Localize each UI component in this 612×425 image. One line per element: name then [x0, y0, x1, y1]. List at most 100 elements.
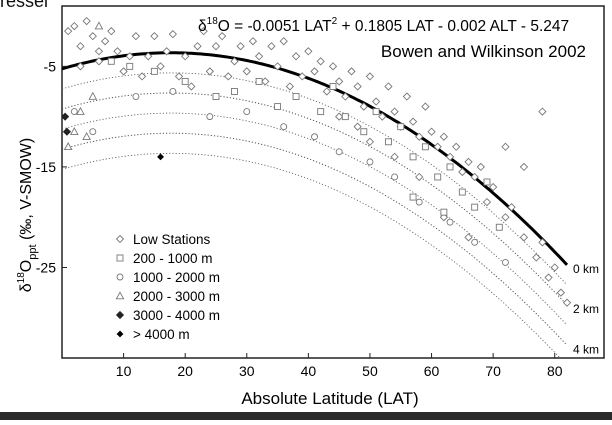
top-text-fragment: ressei	[0, 0, 49, 11]
data-point	[366, 158, 374, 166]
data-point	[409, 153, 417, 161]
x-tick-label: 40	[301, 363, 317, 379]
data-point	[224, 72, 233, 81]
data-point	[236, 42, 245, 51]
data-point	[76, 106, 85, 115]
curve-label: 2 km	[573, 302, 599, 316]
legend-marker	[116, 330, 124, 338]
data-point	[458, 167, 467, 177]
data-point	[107, 57, 115, 65]
data-point	[371, 97, 381, 106]
data-point	[157, 153, 164, 161]
data-point	[70, 108, 78, 116]
data-point	[285, 82, 295, 91]
data-point	[88, 91, 98, 100]
data-point	[137, 72, 147, 81]
data-point	[446, 163, 454, 171]
data-point	[125, 52, 134, 61]
data-point	[242, 67, 251, 76]
curve-labels-layer: 0 km 2 km 4 km	[573, 262, 599, 356]
data-point	[409, 193, 417, 201]
curve-label: 4 km	[573, 342, 599, 356]
legend-entry-label: 3000 - 4000 m	[133, 308, 220, 323]
data-point	[384, 138, 392, 146]
data-point	[329, 83, 337, 90]
data-point	[94, 21, 104, 30]
data-point	[365, 72, 375, 81]
data-point	[199, 27, 208, 36]
data-point	[391, 173, 399, 181]
data-point	[519, 162, 529, 172]
data-point	[82, 132, 91, 140]
data-point	[187, 82, 196, 91]
data-point	[322, 87, 331, 96]
legend-entry-label: 200 - 1000 m	[133, 251, 213, 266]
data-point	[119, 67, 128, 76]
data-point	[94, 57, 104, 66]
data-point	[347, 67, 356, 76]
data-point	[335, 77, 344, 86]
x-tick-label: 20	[177, 363, 193, 379]
data-point	[390, 107, 399, 116]
data-point	[131, 32, 141, 41]
data-point	[397, 123, 405, 131]
data-point	[280, 123, 288, 131]
data-point	[421, 143, 429, 151]
x-tick-label: 10	[116, 363, 132, 379]
data-point	[144, 52, 153, 61]
x-tick-label: 70	[485, 363, 501, 379]
data-point	[311, 133, 318, 141]
data-point	[76, 42, 85, 51]
x-tick-label: 50	[362, 363, 378, 379]
data-point	[82, 16, 91, 26]
data-point	[341, 92, 350, 101]
data-point	[335, 148, 343, 156]
points-layer	[62, 16, 572, 307]
data-point	[408, 117, 418, 126]
legend-entry-label: > 4000 m	[133, 327, 190, 342]
plot-frame	[61, 5, 605, 359]
data-point	[62, 127, 71, 136]
data-point	[174, 72, 184, 81]
data-point	[88, 32, 97, 41]
data-point	[181, 77, 189, 85]
data-point	[217, 32, 227, 41]
data-point	[168, 30, 178, 39]
data-point	[243, 108, 251, 116]
legend: Low Stations 200 - 1000 m 1000 - 2000 m 200…	[115, 232, 220, 342]
x-tick-label: 80	[547, 363, 563, 379]
data-point	[378, 112, 387, 121]
data-point	[231, 88, 238, 95]
y-axis-label: δ18Oppt (‰, V-SMOW)	[16, 138, 39, 292]
data-point	[421, 102, 430, 111]
data-point	[230, 57, 239, 66]
data-point	[502, 259, 509, 266]
data-point	[538, 238, 547, 247]
data-point	[483, 178, 491, 186]
data-point	[254, 52, 264, 61]
data-point	[390, 152, 399, 161]
data-point	[69, 126, 79, 135]
data-point	[304, 47, 313, 56]
curves-layer	[62, 51, 569, 358]
data-point	[365, 137, 375, 146]
data-point	[341, 113, 349, 121]
data-point	[89, 128, 97, 136]
data-point	[427, 127, 436, 136]
ticks-layer: 10 20 30 40 50 60 70 80 -5 -15 -25	[36, 58, 563, 379]
altitude-curve-0km	[62, 51, 569, 266]
data-point	[507, 203, 516, 212]
data-point	[470, 172, 479, 182]
data-point	[328, 62, 338, 71]
bottom-bar	[0, 412, 612, 420]
data-point	[211, 42, 221, 51]
data-point	[488, 182, 498, 192]
data-point	[279, 37, 288, 46]
data-point	[107, 27, 116, 36]
data-point	[452, 142, 461, 151]
legend-entry-label: 1000 - 2000 m	[133, 270, 220, 285]
data-point	[193, 42, 202, 51]
legend-marker	[115, 234, 125, 244]
data-point	[150, 67, 158, 75]
